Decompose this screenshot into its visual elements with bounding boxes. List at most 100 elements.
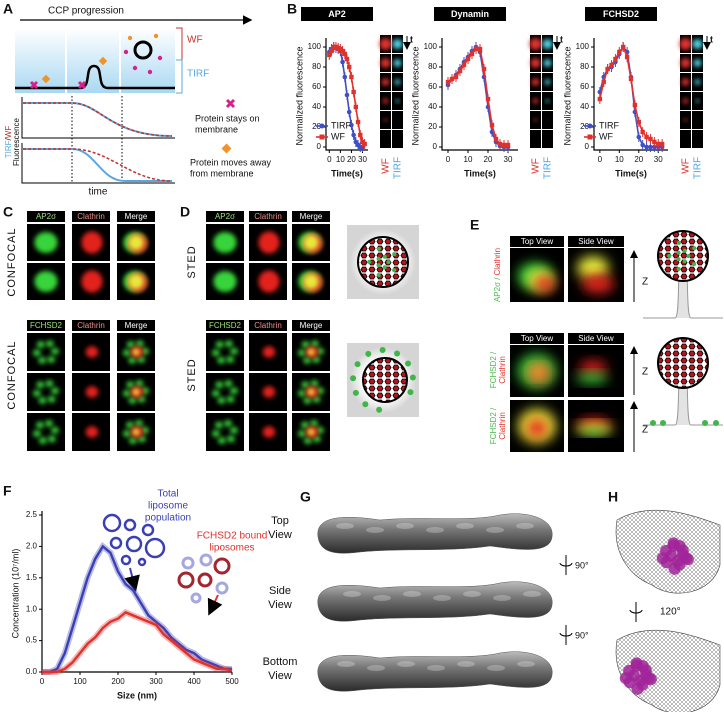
signal <box>224 419 233 427</box>
header-box <box>72 320 110 331</box>
signal <box>122 349 131 357</box>
fchsd2-dot <box>409 374 416 381</box>
x-label: Time(s) <box>464 168 496 178</box>
strip-spot <box>393 59 402 67</box>
signal <box>126 421 135 429</box>
signal <box>217 396 226 404</box>
x-tick-label: 30 <box>654 155 663 164</box>
signal <box>226 356 235 363</box>
point <box>469 51 475 57</box>
x-tick-label: 30 <box>358 155 367 164</box>
point <box>648 144 653 150</box>
point <box>481 66 487 72</box>
wf-label: WF <box>187 35 203 46</box>
strip-spot <box>680 58 691 68</box>
signal <box>137 356 146 363</box>
signal <box>230 347 239 355</box>
panel-letter: G <box>300 489 311 505</box>
em-highlight <box>337 661 355 667</box>
signal <box>215 381 224 389</box>
signal <box>213 231 237 254</box>
rotation-label: 120° <box>660 607 681 618</box>
legend-marker <box>587 134 593 140</box>
method-label: CONFOCAL <box>6 227 18 296</box>
strip-spot <box>682 98 689 104</box>
fchsd2-dot <box>379 347 386 354</box>
x-tick-label: 0 <box>446 155 451 164</box>
signal <box>38 396 47 404</box>
em-highlight <box>427 665 445 671</box>
dot <box>127 35 133 41</box>
column-header: Side View <box>578 334 614 343</box>
ap2-dot <box>676 240 681 245</box>
point <box>624 54 630 60</box>
signal <box>126 381 135 389</box>
column-header: Side View <box>578 237 614 246</box>
signal <box>262 346 276 358</box>
em-highlight <box>373 595 391 601</box>
signal <box>122 389 131 397</box>
tirf-bracket <box>176 59 183 94</box>
x-tick-label: 300 <box>149 677 163 686</box>
x-label: Size (nm) <box>117 690 157 700</box>
time-label: t <box>710 34 713 44</box>
header-box <box>117 211 155 222</box>
signal <box>215 341 224 348</box>
annotation: FCHSD2 bound <box>197 531 268 542</box>
em-highlight <box>396 523 414 529</box>
strip-spot <box>542 39 553 49</box>
point <box>333 44 339 50</box>
signal <box>312 435 321 443</box>
fchsd2-dot <box>702 420 708 426</box>
ap2-dot <box>376 256 381 261</box>
header-box <box>206 211 244 222</box>
header-box <box>72 211 110 222</box>
legend-label: TIRF <box>331 120 351 130</box>
strip-spot <box>679 38 692 50</box>
bound-icon <box>177 553 231 604</box>
signal <box>38 356 47 364</box>
em-highlight <box>336 523 354 529</box>
y-tick-label: 100 <box>576 42 590 51</box>
x-label: Time(s) <box>331 168 363 178</box>
title-box <box>301 7 373 21</box>
strip-spot <box>380 58 391 68</box>
y-tick-label: 100 <box>424 42 438 51</box>
strip-spot <box>379 38 392 50</box>
panel-letter: B <box>287 1 297 17</box>
strip-spot <box>532 98 539 104</box>
ap2-dot <box>382 254 387 259</box>
signal <box>527 419 547 437</box>
y-tick-label: 1.0 <box>26 604 38 613</box>
strip-spot <box>544 79 551 85</box>
series-line <box>42 544 232 674</box>
x-tick-label: 0 <box>327 155 332 164</box>
series-band <box>42 608 233 675</box>
signal <box>45 380 54 387</box>
x-tick-label: 10 <box>464 155 473 164</box>
point <box>351 89 356 95</box>
header-box <box>27 320 65 331</box>
signal <box>36 381 45 389</box>
strip-spot <box>547 138 548 140</box>
title-box <box>434 7 506 21</box>
signal <box>576 373 608 383</box>
e-label-part: AP2σ / <box>493 277 502 302</box>
ap2-dot <box>692 246 697 251</box>
signal <box>128 273 144 290</box>
ap2-dot <box>376 246 381 251</box>
y-tick-label: 0 <box>585 142 590 151</box>
em-density <box>317 581 553 622</box>
point <box>601 79 606 85</box>
axis-label: Z <box>642 367 648 378</box>
signal <box>262 386 276 398</box>
strip-spot <box>381 78 390 86</box>
point <box>605 66 610 72</box>
x-tick-label: 0 <box>40 677 45 686</box>
clathrin-coat <box>657 337 709 389</box>
ap2-dot <box>692 262 697 267</box>
signal <box>137 435 146 443</box>
point <box>344 92 350 98</box>
point <box>501 142 507 148</box>
strip-spot <box>383 118 388 122</box>
